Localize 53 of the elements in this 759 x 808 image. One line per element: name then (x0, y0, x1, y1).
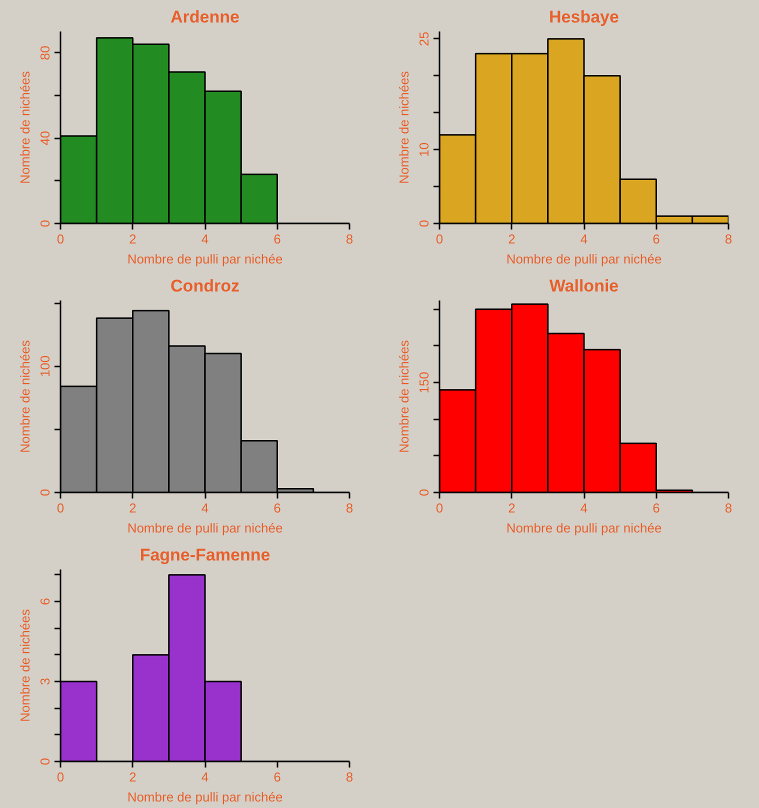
x-tick-label: 2 (129, 232, 136, 246)
chart-title: Wallonie (549, 276, 619, 296)
x-tick-label: 6 (274, 232, 281, 246)
x-tick-label: 0 (56, 770, 64, 784)
x-axis-title: Nombre de pulli par nichée (127, 790, 283, 804)
y-tick-label: 25 (416, 32, 432, 46)
x-tick-label: 6 (652, 500, 660, 516)
y-tick-label: 150 (416, 372, 432, 394)
y-tick-label: 100 (38, 355, 52, 378)
x-tick-label: 0 (436, 500, 444, 516)
chart-title: Hesbaye (549, 8, 619, 26)
chart-title: Condroz (170, 276, 240, 296)
y-tick-label: 80 (38, 46, 52, 60)
x-tick-label: 8 (346, 770, 354, 784)
x-tick-label: 2 (508, 232, 516, 246)
y-axis-title: Nombre de nichées (396, 70, 412, 184)
x-tick-label: 6 (274, 770, 281, 784)
x-tick-label: 2 (129, 770, 136, 784)
x-tick-label: 4 (201, 770, 209, 784)
y-axis-title: Nombre de nichées (18, 70, 32, 184)
y-tick-label: 0 (38, 758, 52, 766)
x-tick-label: 4 (580, 232, 588, 246)
y-tick-label: 40 (38, 130, 52, 146)
y-tick-label: 0 (38, 220, 52, 228)
y-tick-label: 0 (416, 488, 432, 496)
x-tick-label: 4 (201, 232, 209, 246)
x-tick-label: 6 (652, 232, 660, 246)
chart-title: Ardenne (170, 8, 240, 26)
x-axis-title: Nombre de pulli par nichée (506, 252, 662, 266)
x-tick-label: 2 (508, 500, 516, 516)
x-tick-label: 8 (724, 232, 732, 246)
y-axis-title: Nombre de nichées (396, 340, 412, 453)
y-tick-label: 10 (416, 142, 432, 157)
y-tick-label: 0 (38, 488, 52, 496)
x-tick-label: 0 (436, 232, 444, 246)
y-axis-title: Nombre de nichées (18, 608, 32, 722)
y-tick-label: 0 (416, 220, 432, 228)
x-tick-label: 8 (346, 232, 354, 246)
x-axis-title: Nombre de pulli par nichée (127, 520, 283, 536)
x-tick-label: 8 (346, 500, 354, 516)
x-tick-label: 4 (201, 500, 209, 516)
x-tick-label: 0 (56, 500, 64, 516)
x-tick-label: 8 (724, 500, 732, 516)
x-axis-title: Nombre de pulli par nichée (127, 252, 283, 266)
chart-title: Fagne-Famenne (140, 546, 270, 564)
y-axis-title: Nombre de nichées (18, 340, 32, 453)
y-tick-label: 6 (38, 598, 52, 606)
x-tick-label: 0 (56, 232, 64, 246)
x-tick-label: 4 (580, 500, 588, 516)
y-tick-label: 3 (38, 678, 52, 686)
x-axis-title: Nombre de pulli par nichée (506, 520, 662, 536)
x-tick-label: 6 (274, 500, 281, 516)
x-tick-label: 2 (129, 500, 136, 516)
